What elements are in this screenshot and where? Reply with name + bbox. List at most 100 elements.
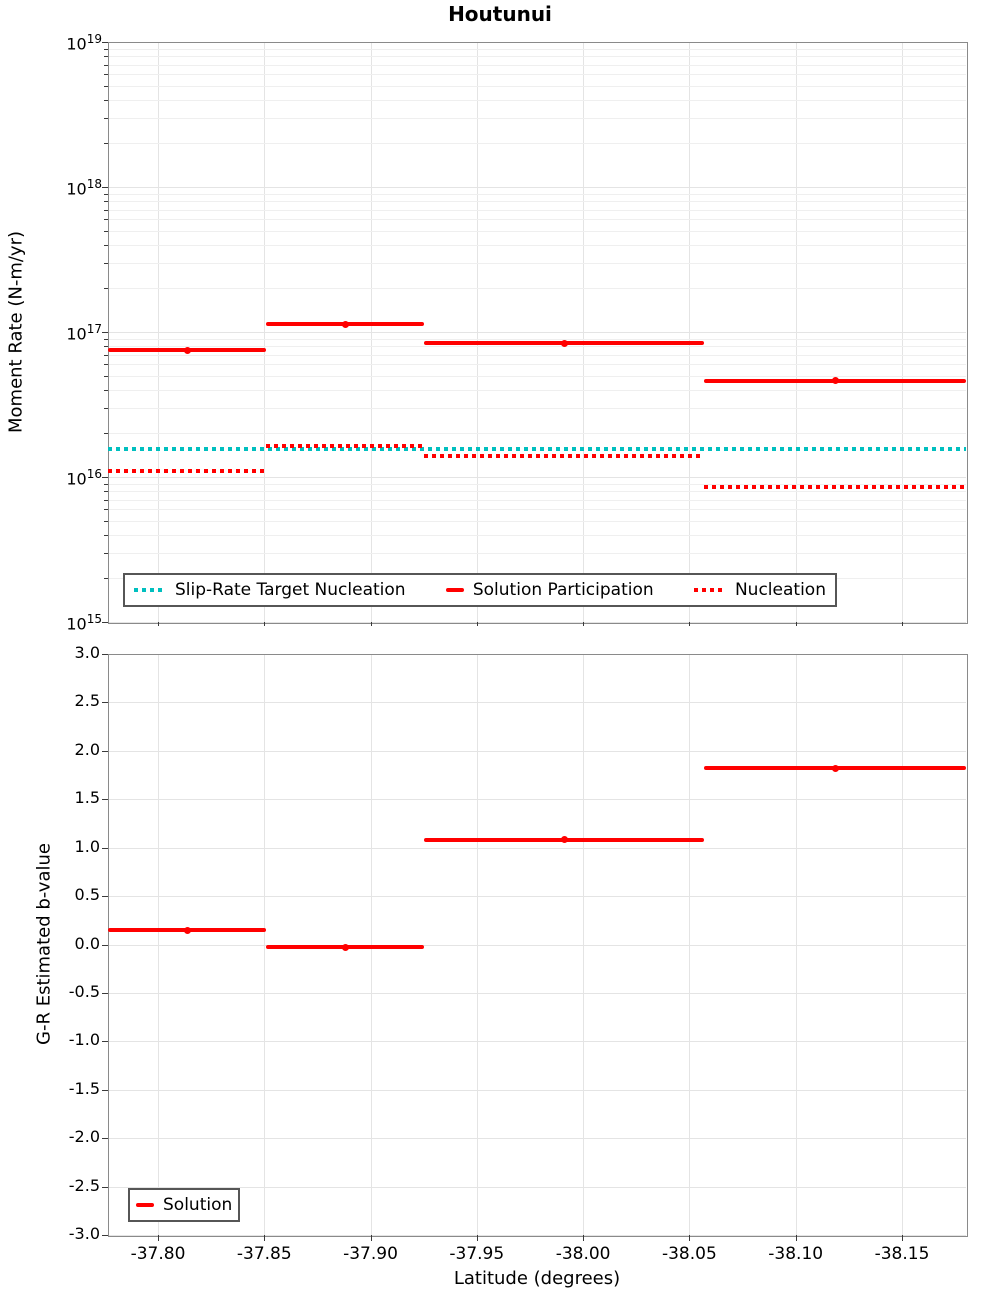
series-marker	[831, 764, 839, 772]
y-gridline-minor	[108, 491, 966, 493]
x-tick-label: -38.15	[874, 1244, 930, 1264]
y-gridline-major	[108, 750, 966, 752]
legend-item-solution-participation: Solution Participation	[445, 580, 654, 600]
y-tick-label: 1018	[66, 177, 102, 199]
y-gridline-minor	[108, 552, 966, 554]
series-marker	[183, 926, 191, 934]
y-gridline-minor	[108, 99, 966, 101]
y-tick-minor	[104, 346, 108, 348]
y-gridline-major	[108, 944, 966, 946]
y-tick-minor	[104, 201, 108, 203]
x-tick	[264, 1235, 266, 1241]
y-tick-label: 1017	[66, 322, 102, 344]
y-tick-label: 3.0	[74, 643, 100, 662]
y-gridline-major	[108, 1186, 966, 1188]
y-gridline-minor	[108, 354, 966, 356]
series-marker	[183, 346, 191, 354]
red-solid-line-swatch	[136, 1203, 154, 1207]
y-tick-minor	[104, 534, 108, 536]
series-marker	[831, 377, 839, 385]
series-marker	[560, 339, 568, 347]
y-tick-minor	[104, 338, 108, 340]
y-tick	[102, 1089, 108, 1091]
y-tick-minor	[104, 48, 108, 50]
y-gridline-minor	[108, 74, 966, 76]
x-tick	[902, 622, 903, 626]
x-tick	[583, 1235, 585, 1241]
y-gridline-minor	[108, 509, 966, 511]
y-tick-minor	[104, 520, 108, 522]
y-tick-minor	[104, 288, 108, 290]
legend-item-slip-rate-target: Slip-Rate Target Nucleation	[134, 580, 406, 600]
y-tick-label: 1.5	[74, 788, 100, 808]
x-tick	[370, 622, 372, 626]
y-tick-minor	[104, 433, 108, 435]
y-tick-minor	[104, 407, 108, 409]
y-tick-label: -1.5	[68, 1078, 100, 1098]
x-tick	[689, 622, 691, 626]
y-tick-minor	[104, 499, 108, 501]
y-gridline-minor	[108, 389, 966, 391]
x-tick	[158, 622, 159, 626]
y-gridline-major	[108, 622, 966, 623]
legend-item-nucleation: Nucleation	[693, 580, 826, 600]
y-gridline-minor	[108, 244, 966, 246]
x-tick-label: -37.90	[343, 1244, 398, 1264]
y-tick	[102, 944, 108, 946]
y-tick-minor	[104, 230, 108, 232]
y-gridline-minor	[108, 288, 966, 290]
y-tick	[102, 654, 108, 655]
red-solid-line-swatch	[445, 588, 464, 592]
y-gridline-minor	[108, 117, 966, 119]
y-tick-label: -1.0	[68, 1030, 100, 1050]
y-gridline-minor	[108, 433, 966, 435]
x-tick-label: -37.85	[236, 1244, 292, 1264]
y-tick-label: -3.0	[68, 1224, 100, 1243]
x-tick	[264, 622, 266, 626]
y-tick-minor	[104, 56, 108, 58]
x-axis-label: Latitude (degrees)	[453, 1268, 621, 1289]
y-tick	[102, 1138, 108, 1140]
y-tick-minor	[104, 354, 108, 356]
legend-label: Slip-Rate Target Nucleation	[175, 580, 406, 600]
x-tick-label: -38.00	[555, 1244, 611, 1264]
series-segment-nucleation	[266, 443, 424, 448]
x-tick-label: -38.05	[661, 1244, 717, 1264]
y-tick-minor	[104, 143, 108, 145]
y-tick-minor	[104, 578, 108, 580]
y-tick	[102, 702, 108, 704]
y-gridline-minor	[108, 56, 966, 58]
y-tick-minor	[104, 209, 108, 211]
y-gridline-minor	[108, 48, 966, 50]
y-tick-minor	[104, 193, 108, 195]
x-tick-label: -37.80	[130, 1244, 186, 1264]
y-gridline-minor	[108, 143, 966, 145]
x-tick	[795, 622, 797, 626]
y-tick-label: 2.0	[74, 739, 100, 759]
legend-label: Nucleation	[734, 580, 826, 600]
y-tick-minor	[104, 483, 108, 485]
bottom-legend: Solution	[128, 1188, 240, 1222]
y-tick	[102, 896, 108, 898]
y-gridline-minor	[108, 346, 966, 348]
x-tick-label: -38.10	[768, 1244, 824, 1264]
series-segment-nucleation	[108, 469, 267, 473]
y-tick-minor	[104, 262, 108, 264]
y-tick-minor	[104, 509, 108, 511]
y-gridline-major	[108, 654, 966, 655]
y-gridline-minor	[108, 262, 966, 264]
series-segment-nucleation	[704, 484, 966, 489]
y-tick-minor	[104, 64, 108, 66]
y-tick	[102, 1186, 108, 1188]
y-gridline-major	[108, 992, 966, 994]
y-tick-minor	[104, 117, 108, 119]
y-tick	[102, 1041, 108, 1043]
y-tick-minor	[104, 85, 108, 87]
y-gridline-major	[108, 187, 966, 188]
top-plot-area	[108, 42, 968, 624]
y-tick-label: 0.0	[74, 933, 100, 953]
y-gridline-minor	[108, 364, 966, 366]
y-tick-minor	[104, 389, 108, 391]
x-tick-label: -37.95	[449, 1244, 505, 1264]
legend-label: Solution Participation	[472, 580, 654, 600]
